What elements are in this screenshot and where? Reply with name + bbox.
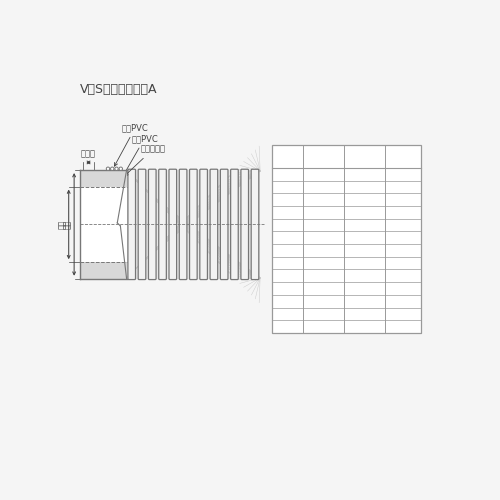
Text: 300: 300 (278, 322, 296, 332)
FancyBboxPatch shape (210, 169, 218, 280)
Text: 152. 4: 152. 4 (308, 284, 338, 294)
Text: 25: 25 (281, 169, 293, 179)
Text: 150: 150 (278, 284, 296, 294)
Text: 62. 4: 62. 4 (352, 208, 376, 218)
Circle shape (110, 167, 114, 170)
FancyBboxPatch shape (200, 169, 207, 280)
Text: 101. 6: 101. 6 (308, 258, 338, 268)
Text: 250: 250 (278, 309, 296, 319)
Text: 90: 90 (281, 246, 293, 256)
Bar (80, 170, 126, 278)
Text: 補強コード: 補強コード (124, 144, 166, 176)
Text: ピッチ: ピッチ (81, 150, 96, 158)
Text: (mm): (mm) (351, 156, 378, 166)
Text: 100: 100 (278, 258, 296, 268)
FancyBboxPatch shape (169, 169, 176, 280)
Text: ピッチ: ピッチ (394, 147, 411, 157)
FancyBboxPatch shape (251, 169, 259, 280)
Text: 120. 0: 120. 0 (349, 258, 380, 268)
Text: 200: 200 (278, 296, 296, 306)
Text: 63. 5: 63. 5 (311, 220, 336, 230)
Text: 182. 0: 182. 0 (349, 284, 380, 294)
Text: 内径: 内径 (62, 220, 72, 229)
Text: 硬質PVC: 硬質PVC (114, 123, 148, 166)
Text: 106. 5: 106. 5 (349, 246, 380, 256)
Text: 8. 5: 8. 5 (394, 182, 412, 192)
Text: 254. 0: 254. 0 (308, 309, 338, 319)
Text: 外径: 外径 (58, 220, 67, 229)
Text: 88. 9: 88. 9 (311, 246, 336, 256)
Text: サイズ: サイズ (278, 147, 296, 157)
Text: 76. 2: 76. 2 (311, 232, 336, 242)
Text: 16. 4: 16. 4 (390, 258, 415, 268)
Text: 75: 75 (281, 232, 293, 242)
Text: 65: 65 (281, 220, 293, 230)
Text: 34. 0: 34. 0 (390, 322, 415, 332)
Text: 48. 6: 48. 6 (352, 194, 376, 204)
Circle shape (115, 167, 118, 170)
Text: 125. 9: 125. 9 (308, 271, 338, 281)
FancyBboxPatch shape (180, 169, 187, 280)
Text: 203. 7: 203. 7 (308, 296, 338, 306)
Text: 10. 0: 10. 0 (390, 208, 415, 218)
Text: 347. 0: 347. 0 (349, 322, 380, 332)
Text: 14. 3: 14. 3 (390, 220, 415, 230)
Text: 28. 0: 28. 0 (390, 296, 415, 306)
Text: 42. 0: 42. 0 (352, 182, 376, 192)
Text: 34. 5: 34. 5 (352, 169, 376, 179)
Circle shape (119, 167, 122, 170)
Text: 125: 125 (278, 271, 296, 281)
Text: 7. 5: 7. 5 (394, 169, 412, 179)
FancyBboxPatch shape (220, 169, 228, 280)
Text: 24. 0: 24. 0 (390, 284, 415, 294)
Text: (mm): (mm) (310, 156, 336, 166)
Text: 22. 0: 22. 0 (390, 271, 415, 281)
Text: 295. 0: 295. 0 (349, 309, 380, 319)
Text: 237. 0: 237. 0 (349, 296, 380, 306)
FancyBboxPatch shape (190, 169, 197, 280)
Text: 304. 8: 304. 8 (308, 322, 338, 332)
FancyBboxPatch shape (158, 169, 166, 280)
FancyBboxPatch shape (241, 169, 248, 280)
Text: (mm): (mm) (390, 156, 416, 166)
Circle shape (106, 167, 110, 170)
FancyBboxPatch shape (138, 169, 146, 280)
Text: 32. 0: 32. 0 (390, 309, 415, 319)
Text: 32. 0: 32. 0 (311, 182, 336, 192)
Text: 外　径: 外 径 (356, 147, 373, 157)
Text: 内　径: 内 径 (314, 147, 332, 157)
Text: 91. 5: 91. 5 (352, 232, 376, 242)
Text: 25. 4: 25. 4 (311, 169, 336, 179)
Text: 151. 0: 151. 0 (349, 271, 380, 281)
Text: 軟質PVC: 軟質PVC (119, 134, 158, 182)
Text: 38: 38 (281, 194, 293, 204)
Text: 16. 2: 16. 2 (390, 246, 415, 256)
Text: 78. 5: 78. 5 (352, 220, 376, 230)
Bar (272, 144, 420, 333)
Bar (126, 170, 260, 278)
FancyBboxPatch shape (148, 169, 156, 280)
Text: 50: 50 (281, 208, 293, 218)
FancyBboxPatch shape (128, 169, 136, 280)
FancyBboxPatch shape (230, 169, 238, 280)
Text: 38. 0: 38. 0 (311, 194, 336, 204)
Text: 50. 8: 50. 8 (311, 208, 336, 218)
Text: 32: 32 (281, 182, 293, 192)
Text: 15. 1: 15. 1 (390, 232, 415, 242)
Text: V．S．カナラインA: V．S．カナラインA (80, 83, 157, 96)
Text: 9. 0: 9. 0 (394, 194, 412, 204)
Bar (80, 186, 126, 262)
